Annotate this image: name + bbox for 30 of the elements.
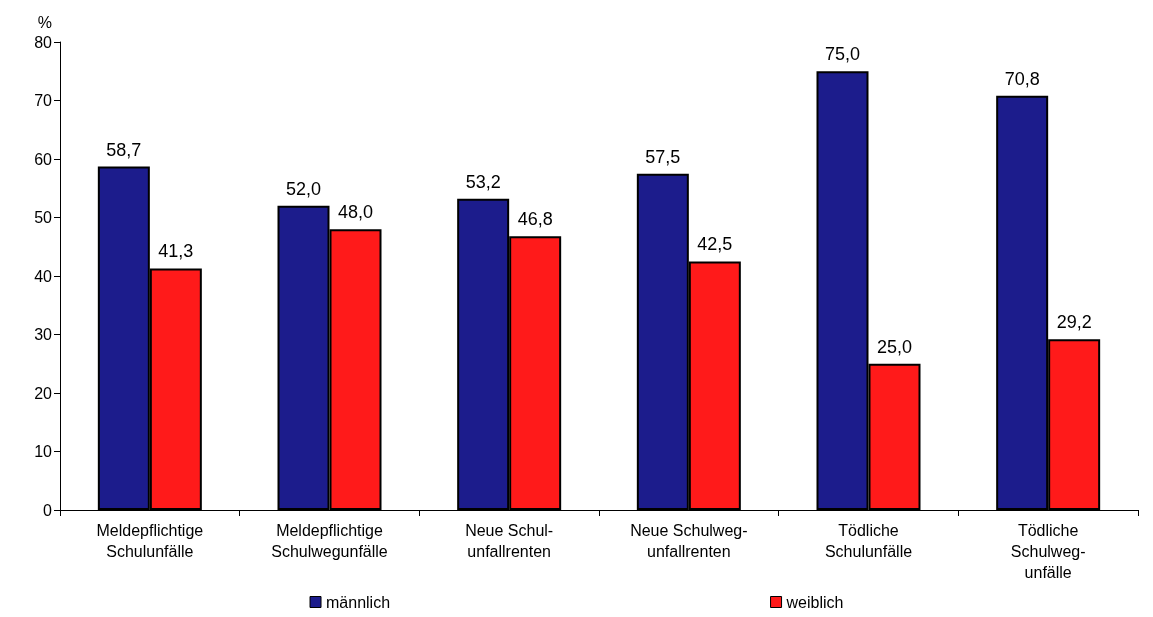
y-tick-label: 50 bbox=[34, 209, 53, 226]
data-label: 46,8 bbox=[517, 209, 553, 230]
data-label: 48,0 bbox=[337, 202, 374, 223]
x-tick-label: Tödliche Schulunfälle bbox=[824, 522, 913, 560]
y-tick-label: 30 bbox=[34, 326, 53, 343]
data-label: 42,5 bbox=[697, 234, 733, 255]
data-label: 29,2 bbox=[1056, 312, 1092, 333]
x-tick-label: Neue Schulweg- unfallrenten bbox=[630, 522, 748, 560]
legend-label: männlich bbox=[326, 593, 391, 611]
data-label: 53,2 bbox=[465, 171, 501, 192]
y-tick-label: 80 bbox=[34, 33, 53, 51]
data-label: 41,3 bbox=[158, 241, 194, 262]
y-tick-label: 0 bbox=[43, 501, 53, 519]
data-label: 57,5 bbox=[645, 146, 681, 167]
data-label: 58,7 bbox=[106, 139, 142, 160]
y-tick-label: 10 bbox=[34, 443, 53, 460]
y-tick-label: 40 bbox=[34, 267, 53, 285]
legend-label: weiblich bbox=[785, 593, 844, 611]
y-tick-label: 70 bbox=[34, 92, 53, 109]
data-label: 25,0 bbox=[876, 336, 913, 357]
x-tick-label: Neue Schul- unfallrenten bbox=[465, 522, 554, 560]
data-label: 70,8 bbox=[1004, 68, 1040, 89]
x-tick-label: Tödliche Schulweg- unfälle bbox=[1010, 522, 1086, 581]
data-label: 52,0 bbox=[285, 178, 322, 199]
y-tick-label: 20 bbox=[34, 384, 53, 402]
x-tick-label: Meldepflichtige Schulunfälle bbox=[96, 522, 204, 560]
data-label: 75,0 bbox=[824, 44, 861, 65]
y-axis-title: % bbox=[37, 13, 52, 31]
y-tick-label: 60 bbox=[34, 150, 53, 168]
x-tick-label: Meldepflichtige Schulwegunfälle bbox=[271, 522, 388, 560]
